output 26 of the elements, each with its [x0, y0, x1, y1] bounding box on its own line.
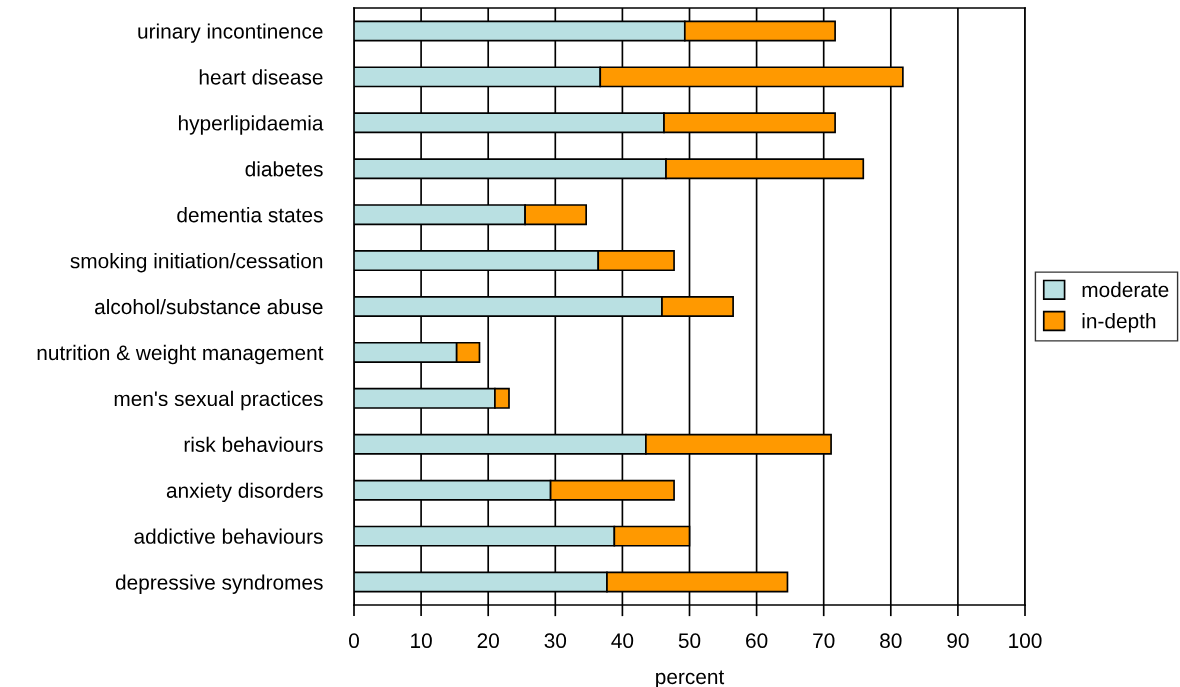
y-tick-label: dementia states	[177, 207, 323, 223]
y-tick-label: men's sexual practices	[114, 390, 323, 411]
x-tick-label: 80	[880, 633, 902, 649]
y-tick-label: anxiety disorders	[166, 482, 323, 503]
x-tick-label: 50	[678, 633, 701, 649]
y-tick-label: urinary incontinence	[138, 23, 323, 43]
x-tick-label: 70	[813, 633, 835, 649]
y-tick-label: smoking initiation/cessation	[70, 253, 323, 273]
y-tick-label: hyperlipidaemia	[178, 115, 324, 135]
x-tick-label: 90	[947, 633, 969, 649]
x-tick-label: 0	[349, 633, 359, 649]
y-tick-label: diabetes	[245, 161, 323, 177]
x-tick-label: 40	[611, 633, 634, 649]
legend-label: in-depth	[1082, 313, 1156, 333]
x-tick-label: 30	[544, 633, 567, 649]
y-tick-label: heart disease	[199, 69, 323, 85]
y-tick-label: nutrition & weight management	[37, 344, 324, 365]
y-tick-label: depressive syndromes	[115, 574, 323, 594]
y-tick-label: risk behaviours	[184, 436, 323, 453]
x-tick-label: 10	[411, 633, 432, 649]
x-tick-label: 60	[746, 633, 768, 649]
y-tick-label: alcohol/substance abuse	[95, 298, 323, 315]
legend-label: moderate	[1082, 281, 1169, 298]
x-tick-label: 100	[1009, 633, 1042, 649]
x-tick-label: 20	[477, 633, 499, 649]
y-tick-label: addictive behaviours	[134, 528, 323, 544]
